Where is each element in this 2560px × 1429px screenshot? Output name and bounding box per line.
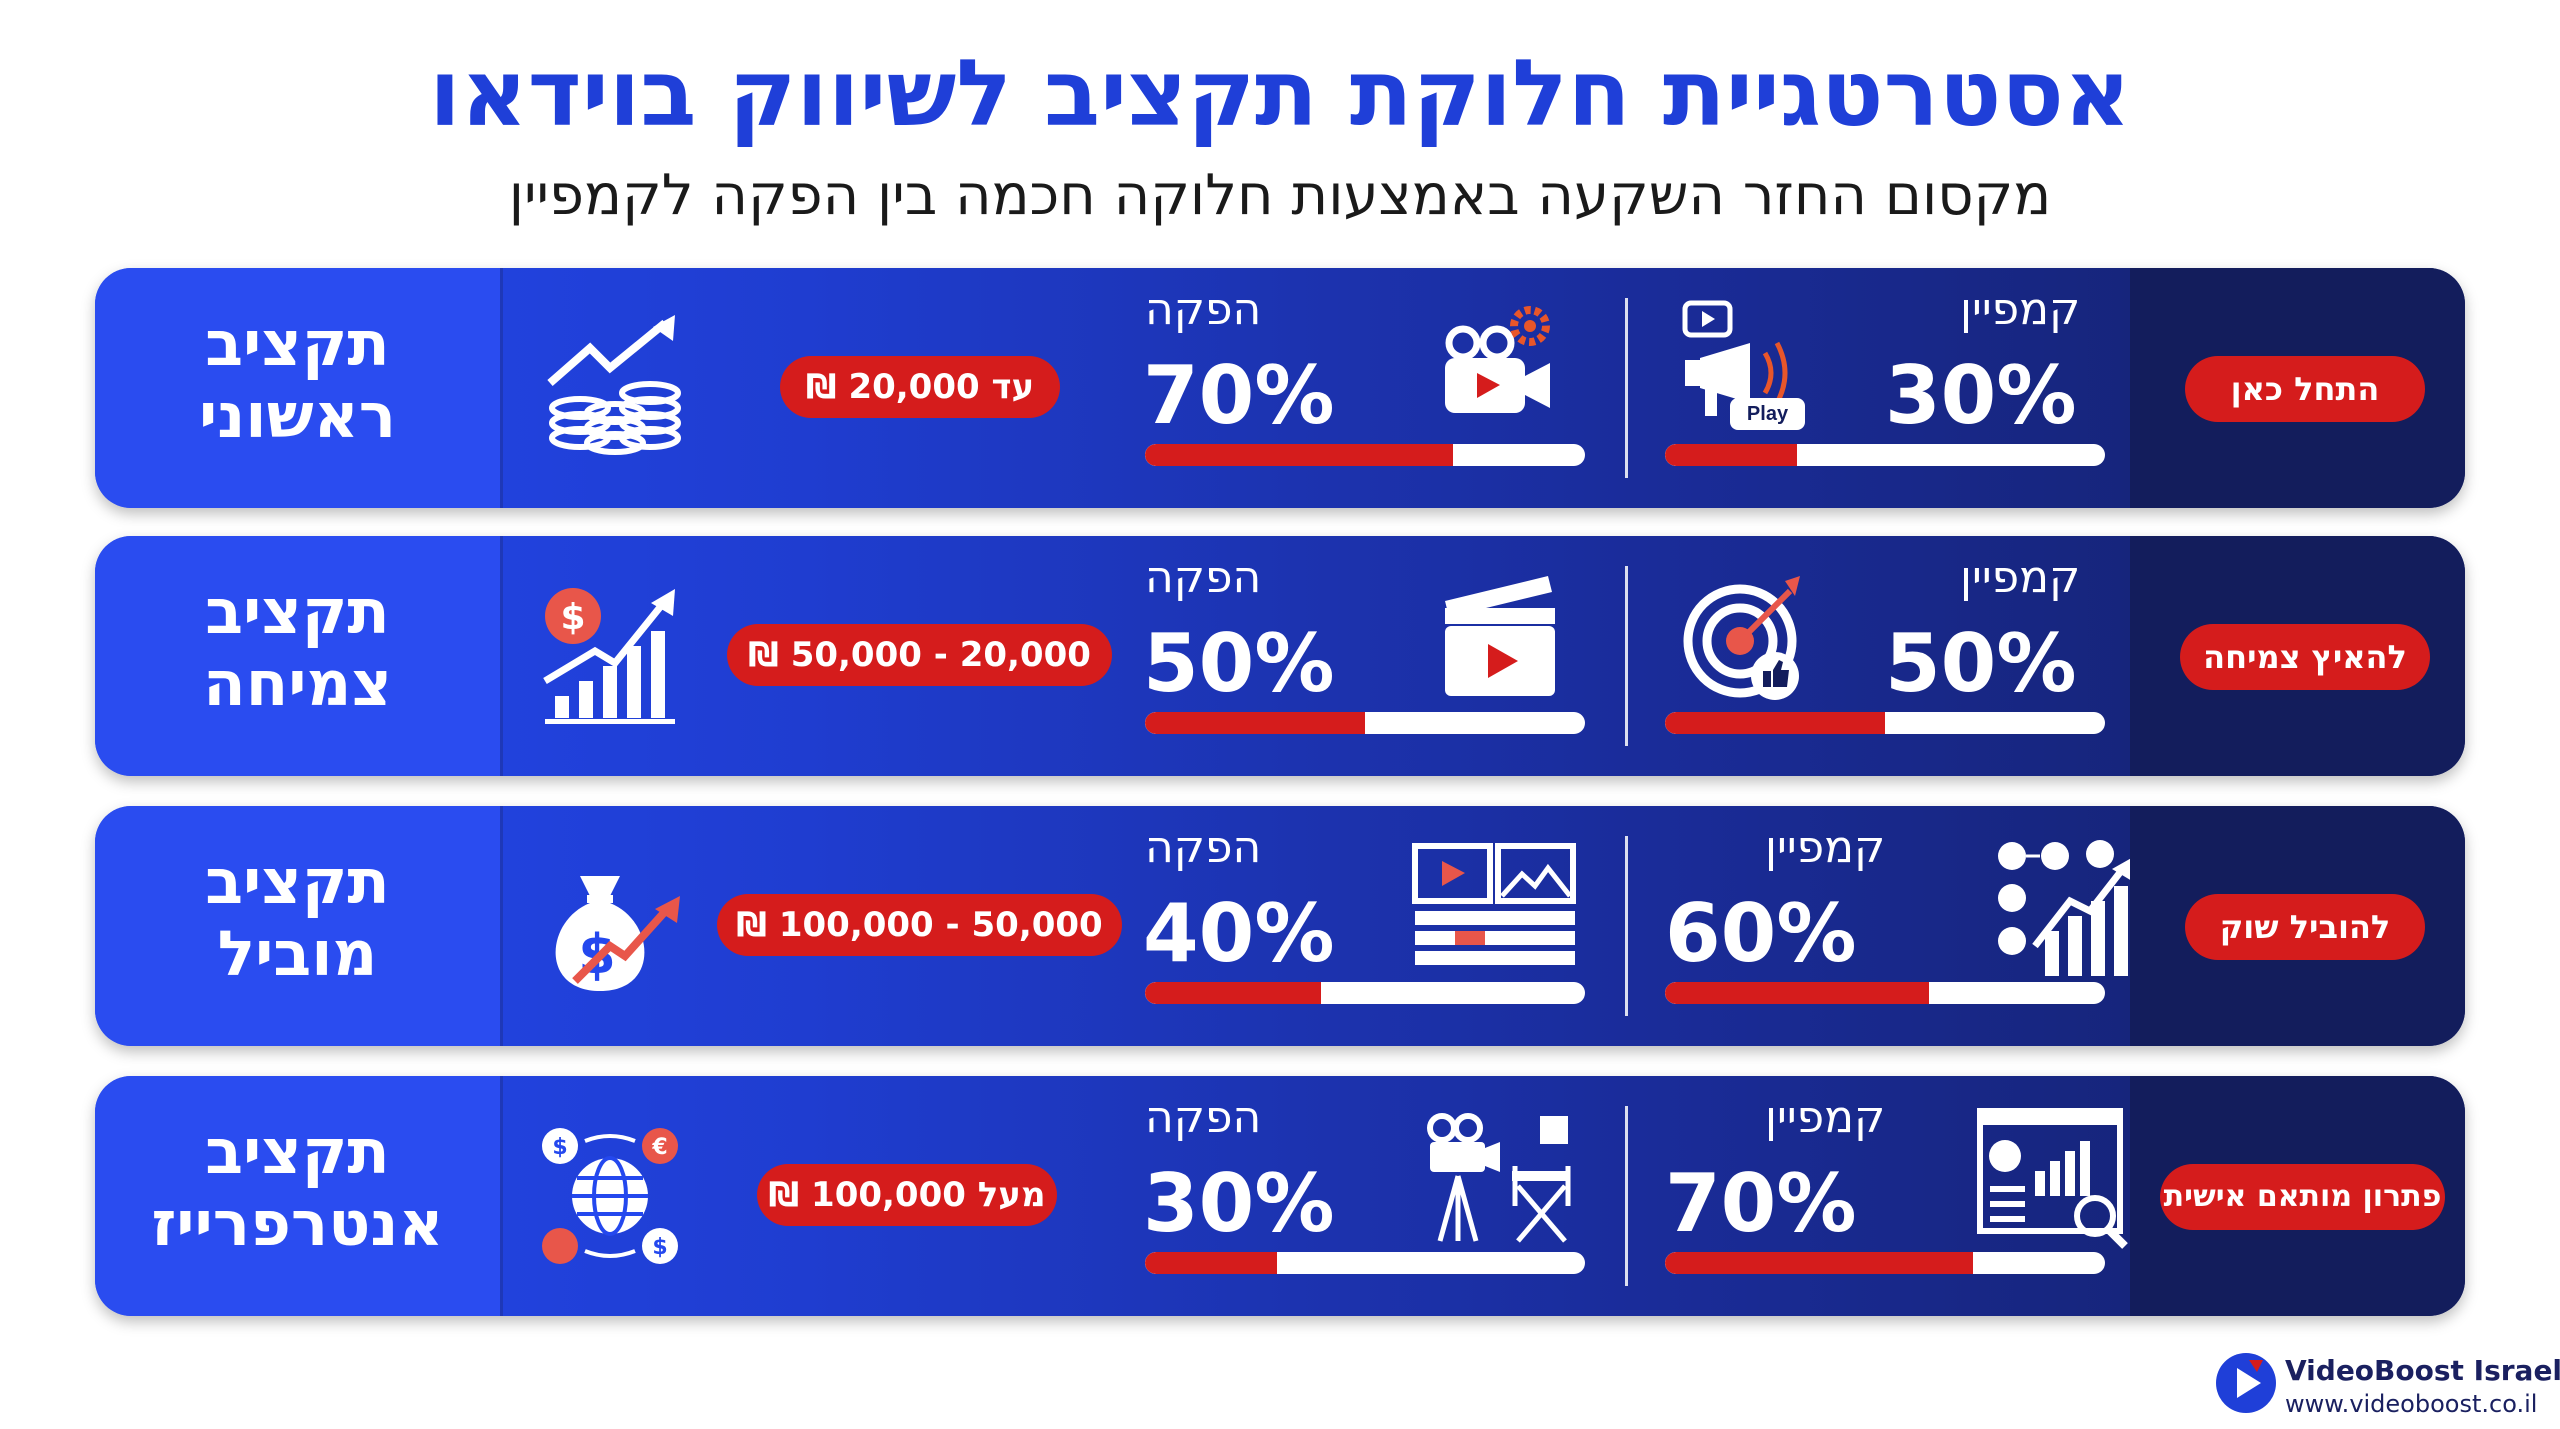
- clapperboard-icon: [1445, 576, 1555, 696]
- segment-divider: [1625, 1106, 1628, 1286]
- campaign-label: קמפיין: [1765, 1092, 1886, 1143]
- video-editing-timeline-icon: [1412, 843, 1576, 965]
- campaign-progress-fill: [1665, 982, 1929, 1004]
- campaign-progress-bar: [1665, 712, 2105, 734]
- campaign-progress-bar: [1665, 444, 2105, 466]
- tier-name: תקציב אנטרפרייז: [151, 1115, 444, 1260]
- tier-name-panel: תקציב אנטרפרייז: [95, 1076, 503, 1316]
- target-like-icon: [1683, 576, 1800, 700]
- page-subtitle: מקסום החזר השקעה באמצעות חלוקה חכמה בין …: [508, 163, 2052, 228]
- tier-name: תקציב ראשוני: [198, 307, 397, 452]
- production-progress-bar: [1145, 982, 1585, 1004]
- production-progress-fill: [1145, 982, 1321, 1004]
- tier-name: תקציב מוביל: [205, 845, 390, 990]
- tier-row-enterprise: תקציב אנטרפרייז $ € $ מעל 100,000 ₪ הפקה…: [95, 1076, 2465, 1316]
- campaign-percent: 30%: [1885, 349, 2077, 442]
- segment-divider: [1625, 566, 1628, 746]
- cta-button-start-here[interactable]: התחל כאן: [2185, 356, 2425, 422]
- svg-text:€: €: [651, 1135, 667, 1160]
- production-label: הפקה: [1145, 284, 1262, 335]
- page-title: אסטרטגיית חלוקת תקציב לשיווק בוידאו: [429, 40, 2131, 147]
- video-camera-gear-icon: [1445, 306, 1550, 413]
- svg-text:$: $: [552, 1135, 567, 1160]
- campaign-label: קמפיין: [1960, 284, 2081, 335]
- production-progress-bar: [1145, 712, 1585, 734]
- svg-text:$: $: [652, 1235, 667, 1260]
- brand-url[interactable]: www.videoboost.co.il: [2285, 1390, 2538, 1418]
- production-percent: 40%: [1143, 887, 1335, 980]
- tier-name-panel: תקציב מוביל: [95, 806, 503, 1046]
- campaign-label: קמפיין: [1765, 822, 1886, 873]
- tier-name-panel: תקציב ראשוני: [95, 268, 503, 508]
- dollar-chart-growth-icon: $: [543, 588, 675, 724]
- campaign-percent: 70%: [1665, 1157, 1857, 1250]
- film-studio-icon: [1427, 1113, 1571, 1243]
- campaign-progress-bar: [1665, 982, 2105, 1004]
- production-percent: 30%: [1143, 1157, 1335, 1250]
- videoboost-play-logo-icon: [2216, 1353, 2276, 1413]
- production-progress-bar: [1145, 444, 1585, 466]
- campaign-percent: 50%: [1885, 617, 2077, 710]
- production-label: הפקה: [1145, 822, 1262, 873]
- tier-name: תקציב צמיחה: [203, 575, 392, 720]
- brand-footer: VideoBoost Israel www.videoboost.co.il: [2215, 1352, 2560, 1422]
- money-bag-growth-icon: $: [555, 876, 680, 991]
- campaign-progress-fill: [1665, 444, 1797, 466]
- budget-range-badge: 50,000 - 100,000 ₪: [717, 894, 1122, 956]
- production-percent: 50%: [1143, 617, 1335, 710]
- campaign-progress-bar: [1665, 1252, 2105, 1274]
- tier-row-leading: תקציב מוביל $ 50,000 - 100,000 ₪ הפקה 40…: [95, 806, 2465, 1046]
- budget-range-badge: עד 20,000 ₪: [780, 356, 1060, 418]
- production-label: הפקה: [1145, 552, 1262, 603]
- brand-name: VideoBoost Israel: [2285, 1354, 2560, 1387]
- production-progress-fill: [1145, 1252, 1277, 1274]
- tier-name-panel: תקציב צמיחה: [95, 536, 503, 776]
- campaign-percent: 60%: [1665, 887, 1857, 980]
- global-currency-icon: $ € $: [542, 1128, 678, 1264]
- megaphone-play-icon: Play: [1675, 298, 1825, 448]
- svg-text:$: $: [560, 597, 585, 638]
- campaign-progress-fill: [1665, 712, 1885, 734]
- budget-range-badge: 20,000 - 50,000 ₪: [727, 624, 1112, 686]
- tier-row-growth: תקציב צמיחה $ 20,000 - 50,000 ₪ הפקה 50%…: [95, 536, 2465, 776]
- production-percent: 70%: [1143, 349, 1335, 442]
- production-progress-fill: [1145, 712, 1365, 734]
- cta-button-accelerate-growth[interactable]: להאיץ צמיחה: [2180, 624, 2430, 690]
- coins-growth-icon: [547, 315, 681, 455]
- campaign-progress-fill: [1665, 1252, 1973, 1274]
- production-label: הפקה: [1145, 1092, 1262, 1143]
- analytics-dashboard-icon: [1977, 1108, 2128, 1249]
- cta-button-custom-solution[interactable]: פתרון מותאם אישית: [2160, 1164, 2445, 1230]
- campaign-label: קמפיין: [1960, 552, 2081, 603]
- tier-row-starter: תקציב ראשוני עד 20,000 ₪ הפקה 70%: [95, 268, 2465, 508]
- budget-range-badge: מעל 100,000 ₪: [757, 1164, 1057, 1226]
- segment-divider: [1625, 298, 1628, 478]
- production-progress-fill: [1145, 444, 1453, 466]
- segment-divider: [1625, 836, 1628, 1016]
- play-badge-label: Play: [1746, 403, 1789, 425]
- cta-button-lead-market[interactable]: להוביל שוק: [2185, 894, 2425, 960]
- production-progress-bar: [1145, 1252, 1585, 1274]
- social-media-growth-icon: [1998, 840, 2135, 976]
